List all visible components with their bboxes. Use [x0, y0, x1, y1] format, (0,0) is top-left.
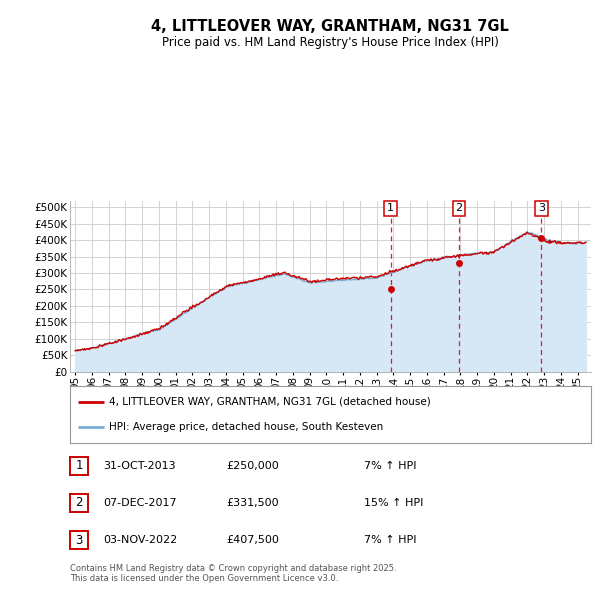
Text: 2: 2 [76, 496, 83, 510]
Text: 2: 2 [455, 204, 463, 214]
Text: 3: 3 [538, 204, 545, 214]
Text: 03-NOV-2022: 03-NOV-2022 [103, 535, 178, 545]
Text: £407,500: £407,500 [226, 535, 279, 545]
Text: Contains HM Land Registry data © Crown copyright and database right 2025.
This d: Contains HM Land Registry data © Crown c… [70, 563, 397, 583]
Text: 1: 1 [76, 459, 83, 473]
Text: 15% ↑ HPI: 15% ↑ HPI [364, 498, 424, 508]
Text: £331,500: £331,500 [226, 498, 279, 508]
Text: 3: 3 [76, 533, 83, 547]
Text: Price paid vs. HM Land Registry's House Price Index (HPI): Price paid vs. HM Land Registry's House … [161, 36, 499, 49]
Text: 1: 1 [387, 204, 394, 214]
Text: 4, LITTLEOVER WAY, GRANTHAM, NG31 7GL: 4, LITTLEOVER WAY, GRANTHAM, NG31 7GL [151, 19, 509, 34]
Text: 31-OCT-2013: 31-OCT-2013 [103, 461, 176, 471]
Text: 4, LITTLEOVER WAY, GRANTHAM, NG31 7GL (detached house): 4, LITTLEOVER WAY, GRANTHAM, NG31 7GL (d… [109, 396, 431, 407]
Text: £250,000: £250,000 [226, 461, 279, 471]
Text: 7% ↑ HPI: 7% ↑ HPI [364, 461, 416, 471]
Text: 07-DEC-2017: 07-DEC-2017 [103, 498, 177, 508]
Text: HPI: Average price, detached house, South Kesteven: HPI: Average price, detached house, Sout… [109, 422, 383, 432]
Text: 7% ↑ HPI: 7% ↑ HPI [364, 535, 416, 545]
